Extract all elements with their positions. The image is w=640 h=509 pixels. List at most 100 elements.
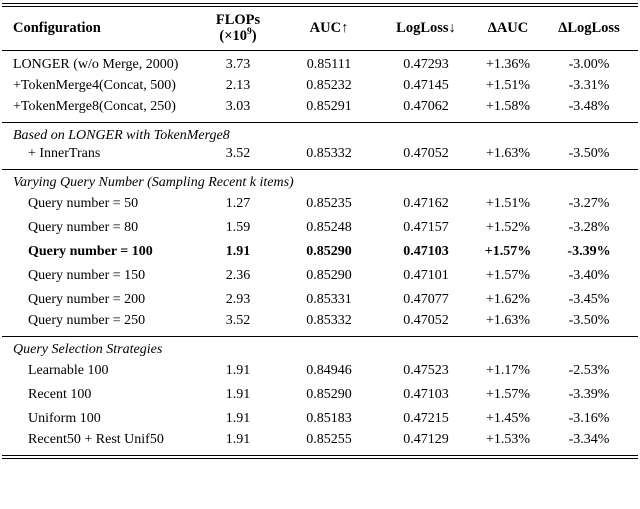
section-header-row: Varying Query Number (Sampling Recent k … bbox=[2, 169, 638, 192]
delta-auc-cell: +1.52% bbox=[485, 219, 531, 235]
logloss-cell: 0.47103 bbox=[403, 243, 449, 259]
column-header-auc: AUC↑ bbox=[309, 19, 349, 36]
delta-logloss-cell: -3.16% bbox=[568, 410, 610, 426]
table-header: Configuration FLOPs (×109) AUC↑ LogLoss↓… bbox=[2, 7, 638, 50]
table-row: Learnable 100 1.91 0.84946 0.47523 +1.17… bbox=[2, 359, 638, 383]
delta-logloss-cell: -2.53% bbox=[568, 362, 610, 378]
logloss-cell: 0.47293 bbox=[403, 56, 449, 72]
section-innertrans: Based on LONGER with TokenMerge8 + Inner… bbox=[2, 122, 638, 169]
delta-auc-cell: +1.63% bbox=[485, 146, 531, 162]
config-cell: Query number = 200 bbox=[28, 291, 146, 307]
logloss-cell: 0.47103 bbox=[403, 386, 449, 402]
auc-cell: 0.85331 bbox=[306, 291, 352, 307]
table-row: Query number = 250 3.52 0.85332 0.47052 … bbox=[2, 312, 638, 336]
flops-cell: 3.73 bbox=[225, 56, 251, 72]
delta-auc-cell: +1.53% bbox=[485, 432, 531, 448]
logloss-cell: 0.47215 bbox=[403, 410, 449, 426]
delta-logloss-cell: -3.48% bbox=[568, 99, 610, 115]
column-header-configuration: Configuration bbox=[13, 19, 101, 36]
config-cell: Uniform 100 bbox=[28, 410, 101, 426]
delta-auc-cell: +1.63% bbox=[485, 313, 531, 329]
logloss-cell: 0.47077 bbox=[403, 291, 449, 307]
logloss-cell: 0.47162 bbox=[403, 195, 449, 211]
section-query-number: Varying Query Number (Sampling Recent k … bbox=[2, 169, 638, 336]
section-query-selection: Query Selection Strategies Learnable 100… bbox=[2, 336, 638, 455]
column-header-delta-logloss: ΔLogLoss bbox=[558, 19, 620, 36]
header-row: Configuration FLOPs (×109) AUC↑ LogLoss↓… bbox=[2, 7, 638, 50]
delta-auc-cell: +1.36% bbox=[485, 56, 531, 72]
delta-logloss-cell: -3.27% bbox=[568, 195, 610, 211]
table-bottom-rule bbox=[2, 455, 638, 459]
auc-cell: 0.85332 bbox=[306, 313, 352, 329]
delta-auc-cell: +1.57% bbox=[485, 267, 531, 283]
section-title: Varying Query Number (Sampling Recent k … bbox=[13, 175, 294, 191]
table-row: Query number = 150 2.36 0.85290 0.47101 … bbox=[2, 264, 638, 288]
flops-cell: 2.93 bbox=[225, 291, 251, 307]
delta-auc-cell: +1.45% bbox=[485, 410, 531, 426]
flops-cell: 1.27 bbox=[225, 195, 251, 211]
auc-cell: 0.84946 bbox=[306, 362, 352, 378]
table-row: Recent 100 1.91 0.85290 0.47103 +1.57% -… bbox=[2, 383, 638, 407]
delta-auc-cell: +1.17% bbox=[485, 362, 531, 378]
flops-cell: 3.52 bbox=[225, 313, 251, 329]
table-row: Query number = 80 1.59 0.85248 0.47157 +… bbox=[2, 216, 638, 240]
table-row: Query number = 200 2.93 0.85331 0.47077 … bbox=[2, 288, 638, 312]
config-cell: + InnerTrans bbox=[28, 146, 101, 162]
delta-auc-cell: +1.57% bbox=[485, 386, 531, 402]
auc-cell: 0.85290 bbox=[306, 267, 352, 283]
auc-cell: 0.85291 bbox=[306, 99, 352, 115]
auc-cell: 0.85290 bbox=[306, 243, 352, 259]
logloss-cell: 0.47062 bbox=[403, 99, 449, 115]
table-row: +TokenMerge4(Concat, 500) 2.13 0.85232 0… bbox=[2, 74, 638, 98]
section-baseline: LONGER (w/o Merge, 2000) 3.73 0.85111 0.… bbox=[2, 50, 638, 122]
flops-cell: 3.03 bbox=[225, 99, 251, 115]
table-row: Uniform 100 1.91 0.85183 0.47215 +1.45% … bbox=[2, 407, 638, 431]
flops-cell: 1.91 bbox=[225, 432, 251, 448]
table-row: + InnerTrans 3.52 0.85332 0.47052 +1.63%… bbox=[2, 145, 638, 169]
auc-cell: 0.85290 bbox=[306, 386, 352, 402]
config-cell: LONGER (w/o Merge, 2000) bbox=[13, 56, 179, 72]
column-header-flops: FLOPs (×109) bbox=[194, 7, 282, 50]
column-header-delta-auc: ΔAUC bbox=[487, 19, 529, 36]
table-top-rule bbox=[2, 3, 638, 7]
flops-cell: 1.91 bbox=[225, 362, 251, 378]
delta-logloss-cell: -3.39% bbox=[567, 243, 611, 259]
flops-cell: 2.36 bbox=[225, 267, 251, 283]
auc-cell: 0.85248 bbox=[306, 219, 352, 235]
flops-cell: 1.91 bbox=[225, 386, 251, 402]
config-cell: +TokenMerge4(Concat, 500) bbox=[13, 77, 176, 93]
logloss-cell: 0.47052 bbox=[403, 146, 449, 162]
table-row: Query number = 50 1.27 0.85235 0.47162 +… bbox=[2, 192, 638, 216]
config-cell: Query number = 250 bbox=[28, 313, 146, 329]
config-cell: Learnable 100 bbox=[28, 362, 109, 378]
table-row-highlighted: Query number = 100 1.91 0.85290 0.47103 … bbox=[2, 240, 638, 264]
section-title: Based on LONGER with TokenMerge8 bbox=[13, 128, 230, 144]
config-cell: Recent 100 bbox=[28, 386, 92, 402]
flops-cell: 2.13 bbox=[225, 77, 251, 93]
config-cell: Query number = 100 bbox=[28, 243, 153, 259]
config-cell: Recent50 + Rest Unif50 bbox=[28, 432, 164, 448]
flops-header-line1: FLOPs bbox=[215, 11, 261, 28]
config-cell: Query number = 50 bbox=[28, 195, 139, 211]
logloss-cell: 0.47145 bbox=[403, 77, 449, 93]
logloss-cell: 0.47523 bbox=[403, 362, 449, 378]
flops-cell: 1.91 bbox=[225, 243, 251, 259]
logloss-cell: 0.47129 bbox=[403, 432, 449, 448]
delta-logloss-cell: -3.31% bbox=[568, 77, 610, 93]
delta-logloss-cell: -3.50% bbox=[568, 146, 610, 162]
delta-logloss-cell: -3.00% bbox=[568, 56, 610, 72]
flops-cell: 1.59 bbox=[225, 219, 251, 235]
flops-exponent: 9 bbox=[247, 27, 252, 38]
delta-auc-cell: +1.51% bbox=[485, 195, 531, 211]
section-title: Query Selection Strategies bbox=[13, 342, 163, 358]
auc-cell: 0.85255 bbox=[306, 432, 352, 448]
logloss-cell: 0.47157 bbox=[403, 219, 449, 235]
table-row: Recent50 + Rest Unif50 1.91 0.85255 0.47… bbox=[2, 431, 638, 455]
table-row: LONGER (w/o Merge, 2000) 3.73 0.85111 0.… bbox=[2, 50, 638, 74]
delta-auc-cell: +1.51% bbox=[485, 77, 531, 93]
delta-logloss-cell: -3.28% bbox=[568, 219, 610, 235]
logloss-cell: 0.47101 bbox=[403, 267, 449, 283]
logloss-cell: 0.47052 bbox=[403, 313, 449, 329]
config-cell: Query number = 150 bbox=[28, 267, 146, 283]
